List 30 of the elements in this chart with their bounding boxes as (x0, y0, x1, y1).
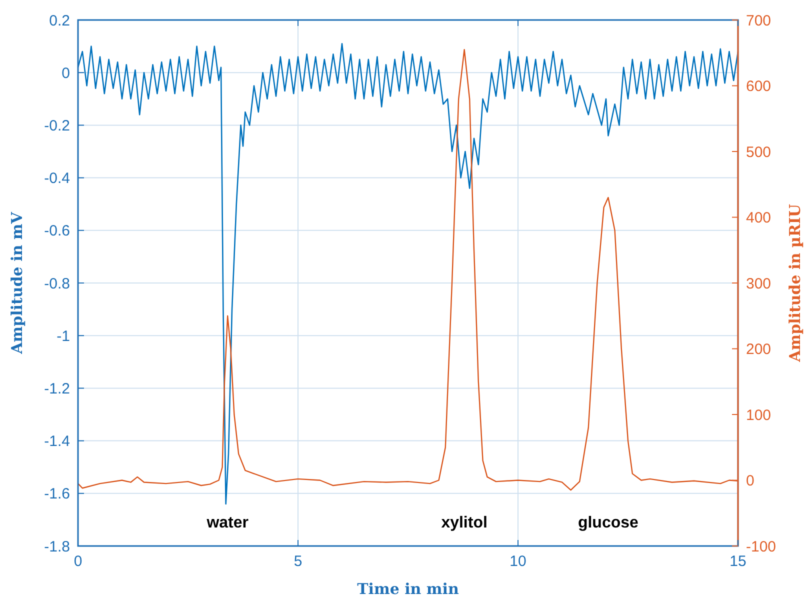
y2-tick-label: 300 (746, 275, 772, 292)
y-tick-label: -0.6 (44, 222, 70, 240)
y2-tick-label: 400 (746, 210, 772, 226)
y-tick-label: -1.8 (44, 538, 70, 556)
y-tick-label: -0.4 (44, 170, 70, 188)
annotation: glucose (578, 514, 639, 532)
y2-tick-label: 100 (746, 406, 772, 424)
y2-tick-label: 200 (746, 341, 772, 358)
x-axis-title: Time in min (357, 580, 459, 598)
y2-axis-title: Amplitude in µRIU (786, 204, 804, 363)
y2-tick-label: 600 (746, 78, 772, 95)
x-tick-label: 5 (294, 553, 302, 570)
y-tick-label: -1.4 (44, 433, 70, 450)
y2-tick-label: -100 (746, 538, 776, 556)
annotation: water (206, 514, 248, 532)
y-tick-label: 0.2 (49, 12, 70, 30)
x-tick-label: 15 (730, 553, 746, 570)
annotation: xylitol (441, 514, 488, 532)
y2-tick-label: 0 (746, 472, 754, 490)
y-tick-label: -1.6 (44, 486, 70, 503)
y-axis-title: Amplitude in mV (8, 212, 26, 355)
y2-tick-label: 500 (746, 144, 772, 161)
x-tick-label: 0 (74, 553, 82, 570)
y-tick-label: -1.2 (44, 380, 70, 398)
y-tick-label: -0.8 (44, 275, 70, 292)
y-tick-label: -0.2 (44, 117, 70, 134)
x-tick-label: 10 (510, 553, 526, 570)
y-tick-label: -1 (56, 328, 70, 345)
y2-tick-label: 700 (746, 12, 772, 30)
y-tick-label: 0 (62, 64, 70, 82)
